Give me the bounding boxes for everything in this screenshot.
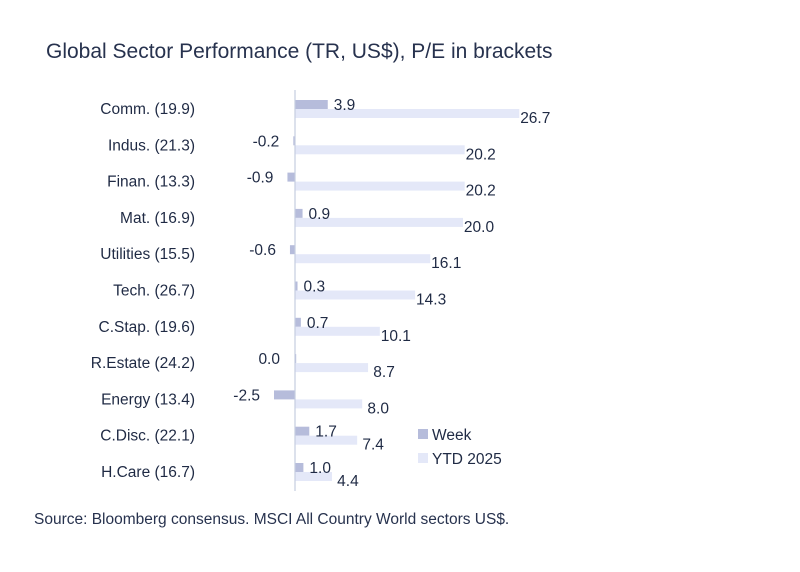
value-label-ytd: 10.1 [381,328,411,345]
category-label: C.Stap. (19.6) [99,319,196,336]
bar-week [289,245,295,255]
value-label-week: 1.0 [309,460,331,477]
category-label: Finan. (13.3) [107,174,195,191]
bar-week [293,136,295,146]
bar-week [295,426,310,436]
value-label-week: -0.9 [247,170,274,187]
category-label: Energy (13.4) [101,391,195,408]
value-label-week: 1.7 [315,424,337,441]
bar-ytd [295,399,363,409]
source-note: Source: Bloomberg consensus. MSCI All Co… [34,511,510,528]
bar-week [287,172,295,182]
category-label: R.Estate (24.2) [91,355,195,372]
bar-week [295,281,298,291]
bar-week [295,317,301,327]
chart-title: Global Sector Performance (TR, US$), P/E… [46,40,553,63]
category-label: H.Care (16.7) [101,464,195,481]
legend-swatch-week [418,429,428,439]
value-label-ytd: 7.4 [362,437,384,454]
bar-ytd [295,435,358,445]
bar-ytd [295,326,380,336]
value-label-week: 0.3 [304,279,326,296]
chart-legend: Week YTD 2025 [418,427,502,468]
bar-week [295,100,328,109]
value-label-ytd: 20.2 [466,183,496,200]
bar-week [295,208,303,218]
category-label: Comm. (19.9) [100,101,195,118]
bar-week [274,390,295,400]
category-label: Tech. (26.7) [113,283,195,300]
bar-week [295,463,304,472]
category-label: C.Disc. (22.1) [100,428,195,445]
legend-swatch-ytd [418,453,428,463]
bar-ytd [295,472,332,481]
value-label-week: 0.9 [309,206,331,223]
value-label-ytd: 20.2 [466,146,496,163]
value-label-ytd: 4.4 [337,473,359,490]
category-label: Utilities (15.5) [100,246,195,263]
value-label-ytd: 26.7 [520,110,550,127]
bar-ytd [295,181,465,191]
value-label-ytd: 8.0 [367,400,389,417]
value-label-ytd: 8.7 [373,364,395,381]
bar-ytd [295,290,416,300]
value-label-week: 0.7 [307,315,329,332]
bar-ytd [295,109,520,118]
value-label-ytd: 20.0 [464,219,495,236]
value-label-week: 0.0 [258,351,280,368]
value-label-week: 3.9 [334,97,356,114]
value-label-week: -2.5 [233,387,260,404]
bar-ytd [295,217,463,227]
value-label-ytd: 16.1 [431,255,461,272]
legend-label-week: Week [432,427,472,444]
value-label-week: -0.2 [253,133,280,150]
category-label: Indus. (21.3) [108,137,195,154]
bar-ytd [295,363,369,373]
value-label-ytd: 14.3 [416,292,446,309]
bar-ytd [295,145,465,155]
legend-label-ytd: YTD 2025 [432,451,502,468]
category-label: Mat. (16.9) [120,210,195,227]
value-label-week: -0.6 [249,242,276,259]
bar-ytd [295,254,431,264]
